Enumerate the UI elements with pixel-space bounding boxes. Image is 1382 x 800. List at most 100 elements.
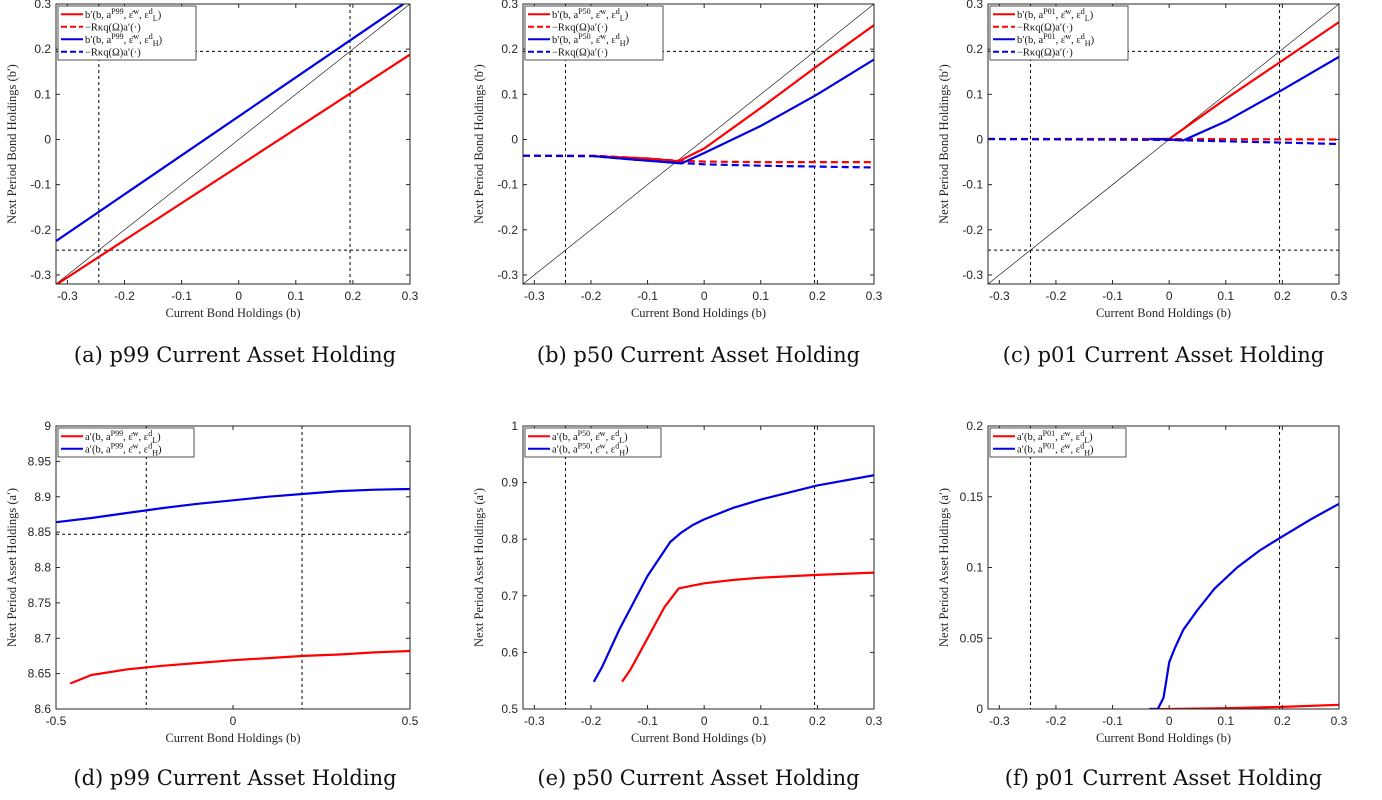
- x-axis-label: Current Bond Holdings (b): [165, 731, 300, 745]
- chart-panel-e: -0.3 -0.2 -0.1 0 0.1 0.2 0.3 0.5 0.6 0.7 0.8 0.9 1 Cu…: [472, 419, 883, 790]
- chart-panel-d: -0.5 0 0.5 8.6 8.65 8.7 8.75 8.8 8.85 8.9 8.95 9 Cur…: [5, 419, 419, 790]
- y-axis-label: Next Period Bond Holdings (b′): [937, 64, 951, 224]
- x-tick-label: 0: [1166, 289, 1173, 303]
- legend: b′(b, aP50​, ε̄w​, εd​L​)−Rκq(Ω)a′(·)b′(…: [524, 5, 664, 61]
- y-tick-label: 0.2: [501, 42, 518, 56]
- y-tick-label: 0.8: [501, 532, 518, 546]
- x-axis-label: Current Bond Holdings (b): [165, 306, 300, 320]
- x-tick-label: 0.2: [345, 289, 362, 303]
- y-tick-label: 0: [511, 132, 518, 146]
- x-tick-label: 0: [701, 714, 708, 728]
- series-line-red-solid: [621, 571, 874, 683]
- axes-frame: [522, 425, 875, 710]
- x-tick-label: -0.1: [1102, 714, 1123, 728]
- x-tick-label: 0.1: [1217, 289, 1234, 303]
- y-tick-label: 0.15: [960, 490, 984, 504]
- y-axis-label: Next Period Bond Holdings (b′): [472, 64, 486, 224]
- y-tick-label: 8.7: [34, 631, 51, 645]
- legend-entry: −Rκq(Ω)a′(·): [552, 22, 608, 33]
- legend-entry: a′(b, aP50​, ε̄w​, εd​H​): [552, 441, 629, 457]
- y-tick-label: -0.1: [497, 178, 518, 192]
- y-tick-label: 8.9: [34, 490, 51, 504]
- legend: a′(b, aP01​, ε̄w​, εd​L​)a′(b, aP01​, ε̄…: [989, 427, 1127, 458]
- y-tick-label: 0.3: [966, 0, 983, 11]
- y-tick-label: 0.9: [501, 476, 518, 490]
- x-axis-label: Current Bond Holdings (b): [1096, 306, 1231, 320]
- x-tick-label: -0.5: [46, 714, 67, 728]
- subfigure-caption: (b) p50 Current Asset Holding: [537, 343, 860, 367]
- plot-area: [988, 426, 1339, 709]
- plot-area: [56, 426, 410, 709]
- x-tick-label: -0.1: [637, 289, 658, 303]
- legend: a′(b, aP99​, ε̄w​, εd​L​)a′(b, aP99​, ε̄…: [57, 427, 195, 458]
- legend-entry: −Rκq(Ω)a′(·): [552, 47, 608, 58]
- plot-content: [523, 4, 874, 284]
- plot-area: [523, 426, 874, 709]
- y-tick-label: 0.2: [966, 42, 983, 56]
- x-tick-label: 0.2: [809, 289, 826, 303]
- y-tick-label: -0.1: [962, 178, 983, 192]
- x-tick-label: 0: [701, 289, 708, 303]
- y-tick-label: 1: [511, 419, 518, 433]
- legend-entry: b′(b, aP01​, ε̄w​, εd​L​): [1017, 7, 1094, 23]
- series-line-blue-dashed: [988, 137, 1339, 146]
- y-axis-label: Next Period Asset Holdings (a′): [472, 488, 486, 647]
- plot-content: [56, 426, 410, 709]
- y-tick-label: 8.8: [34, 561, 51, 575]
- subfigure-caption: (d) p99 Current Asset Holding: [73, 766, 396, 790]
- y-tick-label: -0.2: [962, 223, 983, 237]
- chart-panel-b: -0.3 -0.2 -0.1 0 0.1 0.2 0.3 -0.3 -0.2 -0.1 0 0.1 0.…: [472, 0, 883, 367]
- x-tick-label: -0.2: [114, 289, 135, 303]
- series-line-blue-dashed: [523, 154, 874, 169]
- y-tick-label: 8.65: [28, 667, 52, 681]
- x-tick-label: 0.1: [287, 289, 304, 303]
- y-tick-label: 0.3: [501, 0, 518, 11]
- x-tick-label: 0.3: [402, 289, 419, 303]
- legend-entry: b′(b, aP99​, ε̄w​, εd​L​): [85, 7, 162, 23]
- y-tick-label: 0: [976, 132, 983, 146]
- diagonal-line: [56, 4, 410, 284]
- legend: a′(b, aP50​, ε̄w​, εd​L​)a′(b, aP50​, ε̄…: [524, 427, 662, 458]
- x-tick-label: -0.3: [989, 714, 1010, 728]
- legend-entry: −Rκq(Ω)a′(·): [1017, 47, 1073, 58]
- x-axis-label: Current Bond Holdings (b): [631, 731, 766, 745]
- y-tick-label: 0.3: [34, 0, 51, 11]
- chart-panel-c: -0.3 -0.2 -0.1 0 0.1 0.2 0.3 -0.3 -0.2 -0.1 0 0.1 0.…: [937, 0, 1348, 367]
- x-tick-label: 0: [230, 714, 237, 728]
- legend-entry: −Rκq(Ω)a′(·): [85, 22, 141, 33]
- legend-box: [524, 427, 662, 458]
- series-line-red-solid: [69, 649, 410, 685]
- x-tick-label: 0.2: [1274, 289, 1291, 303]
- y-axis-label: Next Period Asset Holdings (a′): [937, 488, 951, 647]
- x-tick-label: -0.3: [989, 289, 1010, 303]
- legend-entry: b′(b, aP50​, ε̄w​, εd​L​): [552, 7, 629, 23]
- x-axis-label: Current Bond Holdings (b): [1096, 731, 1231, 745]
- subfigure-caption: (a) p99 Current Asset Holding: [74, 343, 396, 367]
- series-line-red-solid: [56, 53, 410, 284]
- axes-frame: [55, 3, 411, 285]
- y-tick-label: -0.2: [497, 223, 518, 237]
- x-tick-label: -0.3: [524, 289, 545, 303]
- x-tick-label: -0.2: [581, 714, 602, 728]
- legend-entry: a′(b, aP01​, ε̄w​, εd​L​): [1017, 429, 1093, 445]
- y-tick-label: 0: [976, 702, 983, 716]
- x-tick-label: -0.3: [524, 714, 545, 728]
- y-tick-label: -0.3: [497, 268, 518, 282]
- series-line-blue-solid: [56, 4, 406, 243]
- legend-entry: a′(b, aP99​, ε̄w​, εd​H​): [85, 441, 162, 457]
- x-tick-label: 0.1: [752, 289, 769, 303]
- x-tick-label: -0.2: [1046, 714, 1067, 728]
- plot-content: [56, 4, 410, 284]
- legend-entry: b′(b, aP01​, ε̄w​, εd​H​): [1017, 32, 1095, 48]
- y-tick-label: 0.1: [34, 87, 51, 101]
- y-axis-label: Next Period Bond Holdings (b′): [5, 64, 19, 224]
- x-tick-label: 0.2: [1274, 714, 1291, 728]
- x-tick-label: 0.1: [1217, 714, 1234, 728]
- legend-entry: b′(b, aP50​, ε̄w​, εd​H​): [552, 32, 630, 48]
- series-line-blue-solid: [56, 487, 410, 524]
- x-tick-label: -0.1: [1102, 289, 1123, 303]
- axes-frame: [987, 3, 1340, 285]
- y-tick-label: -0.1: [30, 178, 51, 192]
- x-tick-label: 0.3: [1331, 289, 1348, 303]
